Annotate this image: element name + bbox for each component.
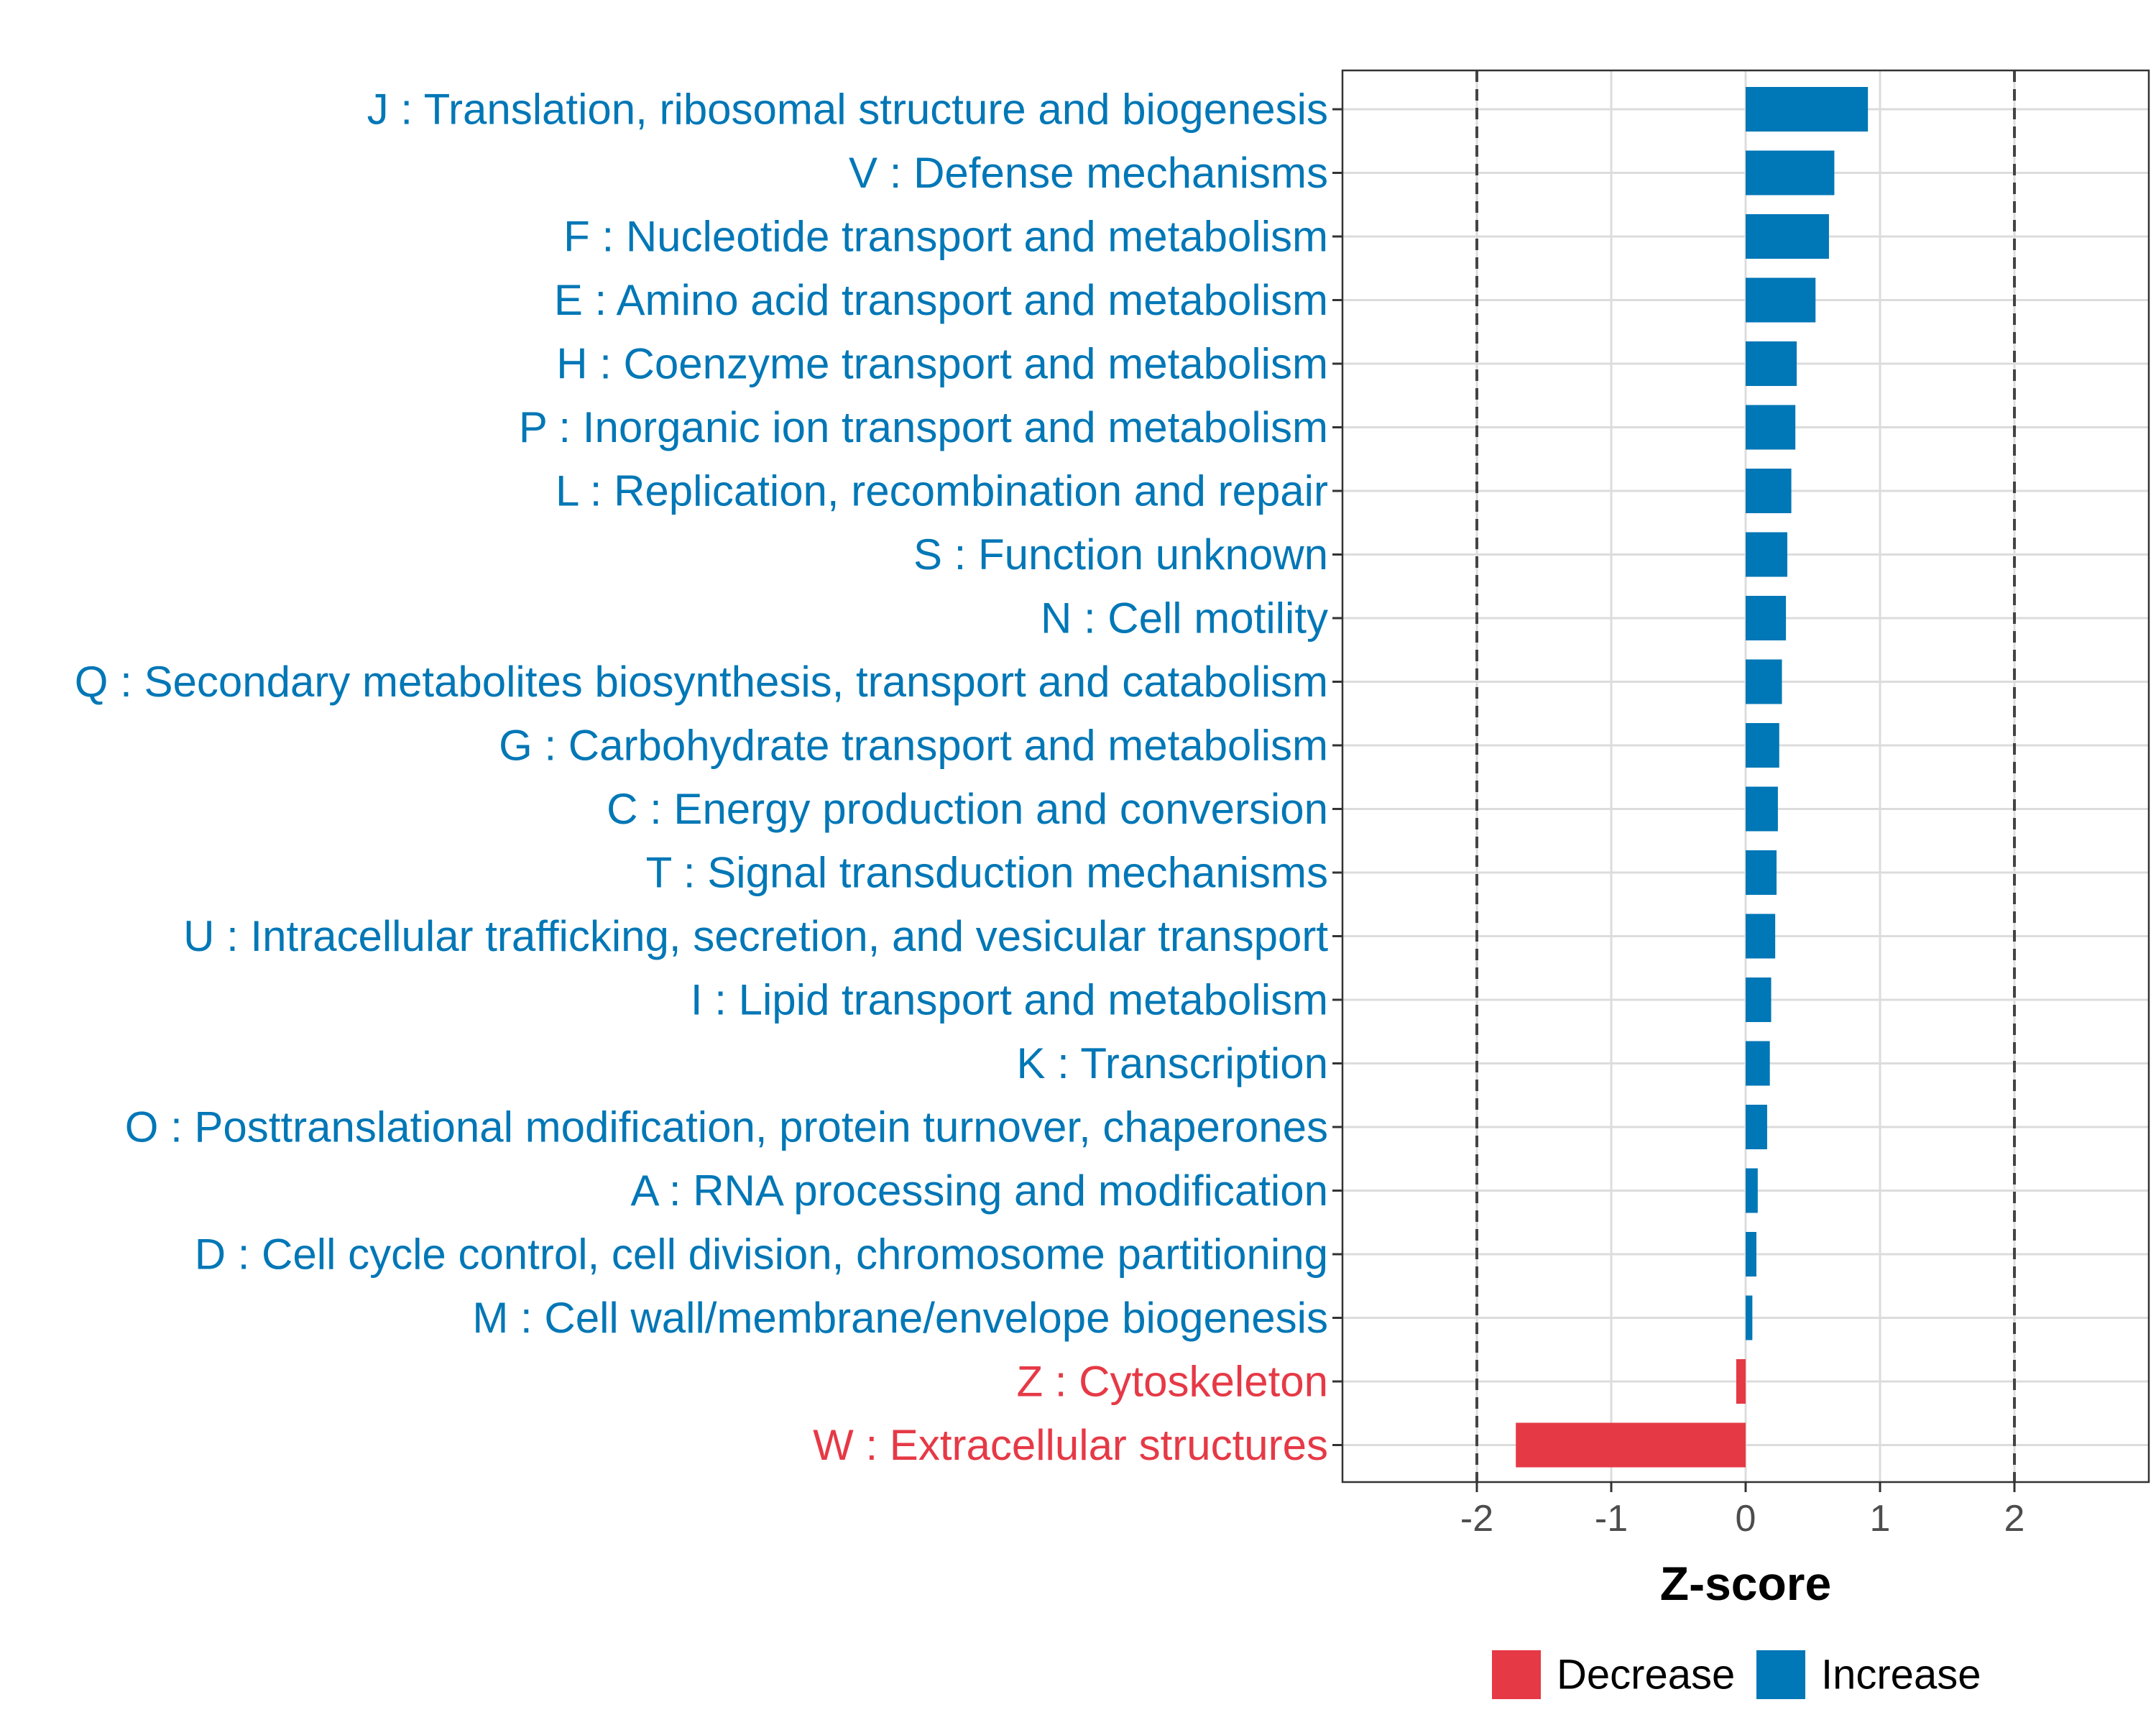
x-axis-ticks: -2 -1 0 1 2 [1460,1482,2025,1540]
legend-key-increase [1756,1650,1805,1699]
x-tick-label: 0 [1736,1498,1756,1540]
category-label: N : Cell motility [1041,594,1328,643]
x-tick-label: 2 [2004,1498,2025,1540]
category-label: E : Amino acid transport and metabolism [554,276,1328,324]
category-label: G : Carbohydrate transport and metabolis… [499,722,1328,770]
category-label: T : Signal transduction mechanisms [646,849,1328,897]
category-label: D : Cell cycle control, cell division, c… [195,1230,1328,1279]
category-label: Z : Cytoskeleton [1016,1358,1328,1406]
y-axis-ticks [1332,108,1342,1446]
category-label: H : Coenzyme transport and metabolism [556,340,1328,388]
category-label: P : Inorganic ion transport and metaboli… [519,403,1328,451]
bar-V [1746,150,1835,196]
bar-I [1746,978,1772,1022]
bar-T [1746,850,1777,895]
legend: Decrease Increase [1492,1650,1981,1699]
bar-Q [1746,659,1782,704]
x-tick-label: -2 [1460,1498,1493,1540]
x-tick-label: -1 [1595,1498,1628,1540]
bar-S [1746,532,1787,577]
bar-C [1746,786,1778,832]
x-tick-label: 1 [1870,1498,1891,1540]
bar-D [1746,1232,1756,1276]
category-label: L : Replication, recombination and repai… [556,467,1328,515]
bar-E [1746,277,1816,323]
legend-key-decrease [1492,1650,1541,1699]
bar-O [1746,1105,1767,1149]
category-label: Q : Secondary metabolites biosynthesis, … [75,658,1328,706]
x-axis-title: Z-score [1660,1557,1831,1610]
bar-J [1746,87,1869,132]
category-label: K : Transcription [1016,1039,1328,1087]
reference-lines [1475,70,2016,1482]
bar-L [1746,469,1792,513]
legend-label-decrease: Decrease [1557,1652,1735,1698]
category-label: M : Cell wall/membrane/envelope biogenes… [472,1294,1328,1342]
bar-G [1746,723,1779,768]
category-label: S : Function unknown [913,530,1328,579]
category-label: V : Defense mechanisms [849,149,1328,197]
category-label: O : Posttranslational modification, prot… [125,1103,1328,1151]
bar-W [1516,1422,1746,1468]
bar-F [1746,214,1829,259]
bar-H [1746,341,1797,386]
bar-U [1746,914,1776,959]
bar-A [1746,1168,1758,1213]
legend-label-increase: Increase [1821,1652,1981,1698]
bar-N [1746,596,1787,640]
bar-P [1746,405,1796,450]
y-axis-category-labels: J : Translation, ribosomal structure and… [75,86,1329,1470]
bar-K [1746,1041,1770,1086]
category-label: J : Translation, ribosomal structure and… [367,86,1328,134]
category-label: U : Intracellular trafficking, secretion… [183,912,1328,960]
category-label: A : RNA processing and modification [630,1167,1328,1215]
category-label: I : Lipid transport and metabolism [691,976,1328,1024]
bars [1516,87,1869,1468]
category-label: W : Extracellular structures [813,1421,1328,1469]
bar-M [1746,1295,1753,1340]
category-label: F : Nucleotide transport and metabolism [563,213,1328,261]
bar-Z [1736,1359,1746,1404]
category-label: C : Energy production and conversion [607,785,1328,833]
